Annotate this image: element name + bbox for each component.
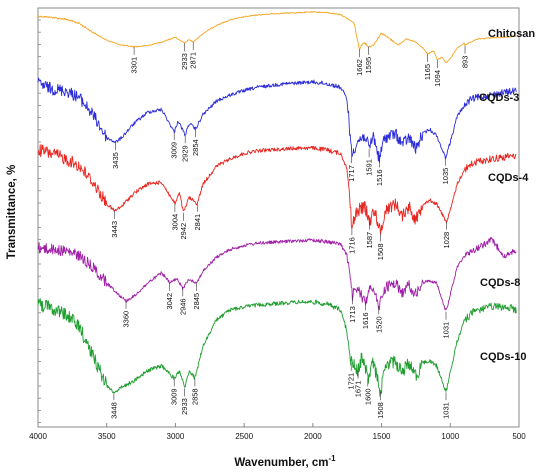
x-axis-ticks: 4000 3500 3000 2500 2000 1500 1000 500 xyxy=(29,423,526,441)
series-line-1 xyxy=(37,77,517,163)
peak-label: 1508 xyxy=(376,244,385,261)
series-labels: Chitosan CQDs-3 CQDs-4 CQDs-8 CQDs-10 xyxy=(479,28,535,363)
peak-label: 1028 xyxy=(442,232,451,249)
series-label-0: Chitosan xyxy=(488,28,535,40)
plot-border xyxy=(37,7,520,428)
series-label-1: CQDs-3 xyxy=(479,92,519,104)
series-line-0 xyxy=(37,11,517,63)
x-tick-label: 1500 xyxy=(373,432,391,441)
peak-label: 1662 xyxy=(355,59,364,76)
peak-label: 2929 xyxy=(181,145,190,162)
axes-frame xyxy=(37,7,520,428)
series-line-3 xyxy=(37,237,517,311)
peak-label: 1716 xyxy=(347,237,356,254)
peak-label: 1600 xyxy=(363,388,372,405)
peak-label: 1508 xyxy=(376,402,385,419)
peak-label: 1035 xyxy=(441,168,450,185)
y-axis-title: Transmittance, % xyxy=(6,165,18,260)
x-tick-label: 1000 xyxy=(441,432,459,441)
peak-label: 2841 xyxy=(193,214,202,231)
series-line-4 xyxy=(37,298,517,397)
peak-label: 1516 xyxy=(375,169,384,186)
peak-label: 3004 xyxy=(170,214,179,231)
peak-label: 1031 xyxy=(442,402,451,419)
peak-label: 1520 xyxy=(374,316,383,333)
peak-label: 1616 xyxy=(361,312,370,329)
peak-label: 2858 xyxy=(190,388,199,405)
peak-label: 3448 xyxy=(109,402,118,419)
peak-label: 2845 xyxy=(192,293,201,310)
x-tick-label: 3500 xyxy=(98,432,116,441)
series-label-4: CQDs-10 xyxy=(480,351,526,363)
series-line-2 xyxy=(37,144,517,235)
x-tick-label: 2500 xyxy=(235,432,253,441)
x-tick-label: 3000 xyxy=(167,432,185,441)
peak-label: 1721 xyxy=(347,373,356,390)
peak-label: 3042 xyxy=(165,293,174,310)
spectra-curves xyxy=(37,11,517,397)
x-axis-title-text: Wavenumber, cm xyxy=(234,457,328,469)
peak-label: 1591 xyxy=(365,159,374,176)
peak-label: 2871 xyxy=(189,52,198,69)
peak-label: 3009 xyxy=(170,142,179,159)
x-tick-label: 500 xyxy=(512,432,526,441)
peak-label: 1713 xyxy=(348,306,357,323)
peak-label: 1717 xyxy=(347,165,356,182)
peak-label: 1595 xyxy=(364,57,373,74)
peak-label: 3009 xyxy=(170,388,179,405)
peak-label: 2942 xyxy=(179,223,188,240)
peak-label: 893 xyxy=(461,56,470,69)
x-tick-label: 2000 xyxy=(304,432,322,441)
peak-label: 2946 xyxy=(178,298,187,315)
peak-label: 1165 xyxy=(423,64,432,80)
peak-label: 3435 xyxy=(111,152,120,169)
series-label-2: CQDs-4 xyxy=(488,172,529,184)
peak-label: 1671 xyxy=(354,381,363,398)
peak-label: 2933 xyxy=(180,53,189,70)
peak-label: 1031 xyxy=(442,322,451,339)
peak-label: 3360 xyxy=(122,311,131,328)
peak-label: 1094 xyxy=(433,70,442,87)
x-axis-title: Wavenumber, cm-1 xyxy=(234,454,336,469)
x-axis-title-exponent: -1 xyxy=(329,454,337,463)
peak-label: 3443 xyxy=(110,221,119,238)
peak-label: 1587 xyxy=(365,232,374,249)
series-label-3: CQDs-8 xyxy=(480,277,520,289)
peak-label: 2854 xyxy=(191,139,200,156)
x-tick-label: 4000 xyxy=(29,432,47,441)
peak-label: 2933 xyxy=(180,398,189,415)
peak-label: 3301 xyxy=(130,57,139,74)
